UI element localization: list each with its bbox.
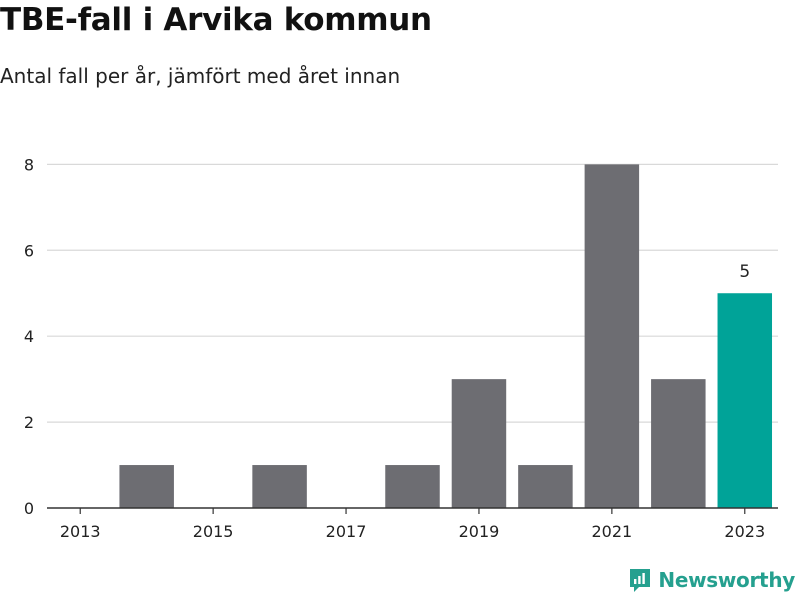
data-label-2023: 5 <box>739 262 750 282</box>
newsworthy-logo-icon <box>630 569 651 592</box>
newsworthy-brand: Newsworthy <box>628 567 795 593</box>
y-tick-label: 8 <box>24 155 34 174</box>
bar-2022 <box>651 379 706 508</box>
x-tick-label: 2017 <box>326 522 367 541</box>
bar-2023 <box>717 293 773 508</box>
bar-2016 <box>252 465 307 508</box>
bar-2021 <box>584 164 640 508</box>
y-tick-label: 2 <box>24 413 34 432</box>
x-tick-label: 2021 <box>592 522 633 541</box>
brand-name: Newsworthy <box>658 568 795 592</box>
chart-title: TBE-fall i Arvika kommun <box>0 2 432 38</box>
y-tick-label: 0 <box>24 499 34 518</box>
bar-2018 <box>385 465 440 508</box>
y-tick-label: 6 <box>24 241 34 260</box>
x-tick-label: 2023 <box>724 522 765 541</box>
x-tick-label: 2019 <box>459 522 500 541</box>
y-tick-label: 4 <box>24 327 34 346</box>
bar-2019 <box>451 379 507 508</box>
x-tick-label: 2015 <box>193 522 234 541</box>
bar-2014 <box>119 465 174 508</box>
bar-2020 <box>518 465 573 508</box>
chart-subtitle: Antal fall per år, jämfört med året inna… <box>0 64 401 88</box>
x-tick-label: 2013 <box>60 522 101 541</box>
